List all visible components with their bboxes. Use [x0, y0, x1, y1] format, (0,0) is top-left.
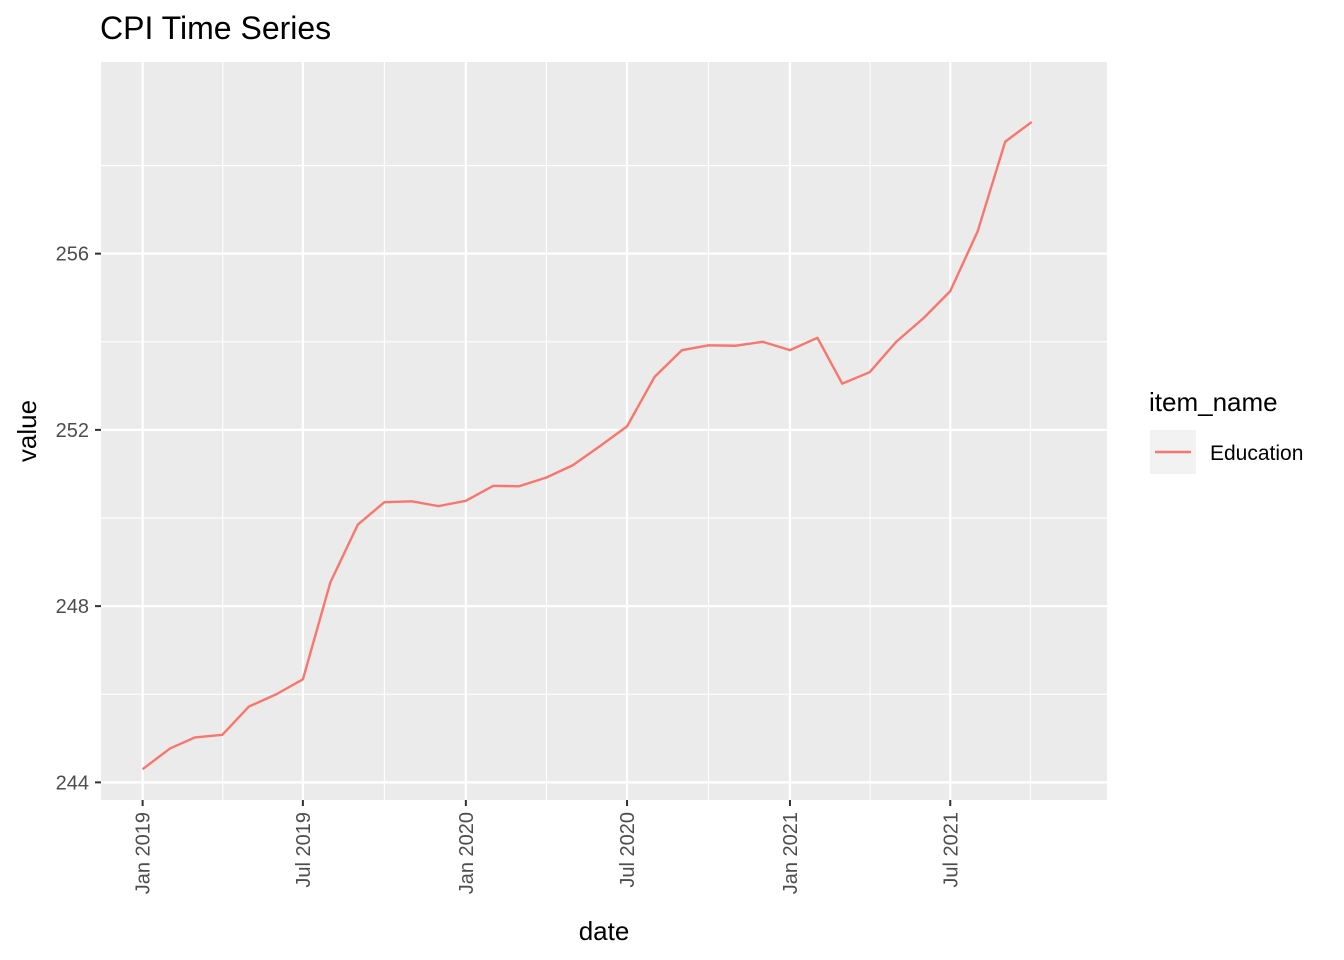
x-tick-label: Jul 2020: [617, 812, 639, 888]
plot-panel: [101, 62, 1107, 800]
y-tick-label: 256: [56, 244, 89, 266]
x-tick-label: Jan 2021: [780, 812, 802, 894]
minor-gridlines: [101, 62, 1107, 800]
x-tick-label: Jan 2020: [456, 812, 478, 894]
series-line-0: [141, 120, 1033, 771]
x-tick-label: Jul 2019: [293, 812, 315, 888]
legend-label-education: Education: [1210, 442, 1303, 465]
series-layer: [141, 120, 1033, 771]
x-tick-label: Jul 2021: [940, 812, 962, 888]
major-gridlines: [101, 62, 1107, 800]
y-tick-label: 244: [56, 772, 89, 794]
y-tick-label: 248: [56, 596, 89, 618]
x-axis: Jan 2019 Jul 2019 Jan 2020 Jul 2020 Jan 2021…: [133, 800, 962, 894]
x-tick-label: Jan 2019: [133, 812, 155, 894]
x-axis-title: date: [579, 916, 630, 946]
y-axis: 244 248 252 256: [56, 244, 101, 794]
y-tick-label: 252: [56, 420, 89, 442]
legend-title: item_name: [1149, 387, 1278, 417]
legend: item_name Education: [1149, 387, 1303, 474]
y-axis-title: value: [12, 400, 42, 462]
chart-title: CPI Time Series: [100, 10, 331, 46]
